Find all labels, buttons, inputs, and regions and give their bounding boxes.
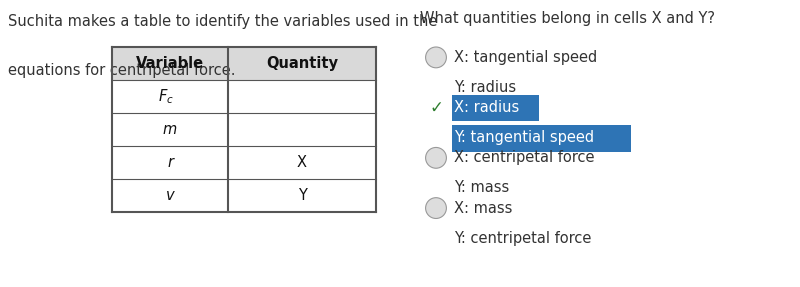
- Text: v: v: [166, 188, 174, 203]
- FancyBboxPatch shape: [452, 95, 539, 121]
- FancyBboxPatch shape: [112, 179, 376, 212]
- FancyBboxPatch shape: [452, 125, 630, 152]
- Ellipse shape: [426, 148, 446, 168]
- FancyBboxPatch shape: [112, 113, 376, 146]
- Text: Y: Y: [298, 188, 306, 203]
- Text: equations for centripetal force.: equations for centripetal force.: [8, 63, 235, 78]
- Text: X: tangential speed: X: tangential speed: [454, 50, 598, 65]
- Text: X: radius: X: radius: [454, 100, 520, 115]
- Text: Variable: Variable: [136, 56, 204, 71]
- Text: Y: centripetal force: Y: centripetal force: [454, 231, 592, 246]
- Text: Y: tangential speed: Y: tangential speed: [454, 130, 594, 145]
- Text: m: m: [163, 122, 177, 137]
- Text: Y: mass: Y: mass: [454, 181, 510, 195]
- FancyBboxPatch shape: [112, 47, 376, 80]
- Text: Y: radius: Y: radius: [454, 80, 517, 95]
- Text: r: r: [167, 155, 173, 170]
- FancyBboxPatch shape: [112, 146, 376, 179]
- Text: $F_c$: $F_c$: [158, 88, 174, 106]
- Text: Quantity: Quantity: [266, 56, 338, 71]
- Text: What quantities belong in cells X and Y?: What quantities belong in cells X and Y?: [420, 11, 715, 26]
- FancyBboxPatch shape: [112, 80, 376, 113]
- Text: X: centripetal force: X: centripetal force: [454, 150, 595, 165]
- Text: X: X: [297, 155, 307, 170]
- Text: X: mass: X: mass: [454, 201, 513, 216]
- Text: ✓: ✓: [429, 99, 443, 117]
- Text: Suchita makes a table to identify the variables used in the: Suchita makes a table to identify the va…: [8, 14, 438, 29]
- Ellipse shape: [426, 198, 446, 218]
- Ellipse shape: [426, 47, 446, 68]
